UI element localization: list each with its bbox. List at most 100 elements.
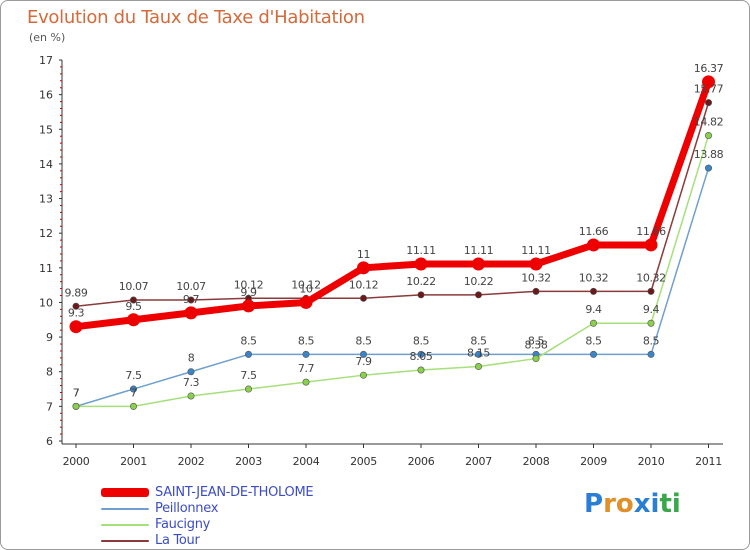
- x-tick-label: 2004: [293, 455, 320, 468]
- data-label: 9.5: [125, 300, 142, 313]
- data-point: [647, 287, 655, 295]
- y-tick-label: 7: [46, 400, 53, 413]
- data-label: 10.07: [119, 280, 149, 293]
- legend-swatch: [101, 488, 149, 497]
- data-label: 9.89: [65, 286, 88, 299]
- proxiti-logo: Proxiti: [584, 489, 681, 519]
- data-label: 14.82: [694, 116, 724, 129]
- data-label: 8.15: [467, 347, 490, 360]
- legend-swatch: [101, 540, 149, 542]
- data-point: [474, 350, 482, 358]
- x-tick-label: 2001: [120, 455, 147, 468]
- data-label: 11: [357, 248, 370, 261]
- data-label: 8.5: [240, 334, 257, 347]
- data-point: [184, 306, 198, 320]
- logo-letter: P: [584, 489, 604, 519]
- legend-swatch: [101, 524, 149, 526]
- data-label: 9.3: [68, 307, 85, 320]
- legend-swatch: [101, 508, 149, 510]
- y-tick-label: 13: [39, 193, 53, 206]
- logo-letter: t: [659, 489, 672, 519]
- x-tick-label: 2005: [350, 455, 377, 468]
- y-tick-label: 9: [46, 331, 53, 344]
- data-label: 9.4: [643, 303, 660, 316]
- data-label: 11.11: [464, 244, 494, 257]
- data-point: [647, 350, 655, 358]
- x-tick-label: 2007: [465, 455, 492, 468]
- data-point: [130, 296, 138, 304]
- x-tick-label: 2010: [638, 455, 665, 468]
- data-label: 8.38: [525, 339, 548, 352]
- legend-label: Peillonnex: [155, 501, 219, 516]
- logo-letter: o: [615, 489, 634, 519]
- data-label: 7.9: [355, 355, 372, 368]
- data-label: 8.5: [355, 334, 372, 347]
- legend-label: La Tour: [155, 533, 200, 548]
- data-point: [242, 299, 255, 313]
- data-label: 9.7: [183, 293, 200, 306]
- data-point: [644, 238, 658, 252]
- data-label: 10.12: [349, 278, 379, 291]
- y-tick-label: 11: [39, 262, 53, 275]
- x-tick-label: 2000: [63, 455, 90, 468]
- data-point: [529, 257, 543, 271]
- x-tick-label: 2011: [695, 455, 722, 468]
- data-label: 7: [73, 386, 80, 399]
- series-line-2: [75, 134, 710, 408]
- data-label: 11.11: [406, 244, 436, 257]
- data-label: 11.66: [579, 225, 609, 238]
- data-point: [69, 320, 83, 334]
- y-tick-label: 14: [39, 158, 53, 171]
- logo-letter: i: [671, 489, 681, 519]
- chart-axes: 6 7 8 9 10 11 12 13 14 15 16 17 2000 2001 2002 2003 2004…: [39, 54, 723, 468]
- data-point: [302, 378, 310, 386]
- chart-title: Evolution du Taux de Taxe d'Habitation: [27, 7, 365, 28]
- data-label: 8.5: [470, 334, 487, 347]
- legend-label: Faucigny: [155, 517, 211, 532]
- data-label: 10.32: [636, 271, 666, 284]
- data-point: [187, 368, 195, 376]
- x-tick-label: 2009: [580, 455, 607, 468]
- data-label: 11.11: [521, 244, 551, 257]
- data-point: [359, 371, 367, 379]
- y-tick-label: 10: [39, 296, 53, 309]
- data-label: 8.5: [643, 334, 660, 347]
- data-point: [357, 261, 370, 275]
- series-line-3: [75, 101, 710, 308]
- data-label: 8.5: [528, 334, 545, 347]
- data-point: [417, 366, 425, 374]
- y-tick-label: 16: [39, 89, 53, 102]
- x-tick-label: 2006: [408, 455, 435, 468]
- data-label: 7.3: [183, 376, 200, 389]
- data-label: 10.07: [176, 280, 206, 293]
- data-point: [359, 350, 367, 358]
- data-label: 10.22: [464, 275, 494, 288]
- data-point: [302, 350, 310, 358]
- data-label: 8.5: [413, 334, 430, 347]
- data-point: [589, 319, 597, 327]
- data-label: 15.77: [694, 83, 724, 96]
- data-label: 10.12: [291, 278, 321, 291]
- data-point: [704, 164, 712, 172]
- data-point: [187, 392, 195, 400]
- data-label: 8.5: [298, 334, 315, 347]
- series-line-0: [72, 78, 712, 331]
- data-point: [245, 350, 253, 358]
- data-point: [72, 402, 80, 410]
- data-label: 10.32: [521, 271, 551, 284]
- data-point: [587, 238, 600, 252]
- data-point: [127, 313, 140, 327]
- data-label: 9.4: [585, 303, 602, 316]
- data-point: [359, 294, 367, 302]
- data-point: [704, 132, 712, 140]
- data-label: 7.7: [298, 362, 315, 375]
- data-point: [474, 291, 482, 299]
- x-tick-label: 2002: [178, 455, 205, 468]
- data-label: 8.5: [585, 334, 602, 347]
- x-tick-label: 2003: [235, 455, 262, 468]
- data-point: [414, 257, 428, 271]
- data-point: [704, 99, 712, 107]
- data-label: 8: [188, 352, 195, 365]
